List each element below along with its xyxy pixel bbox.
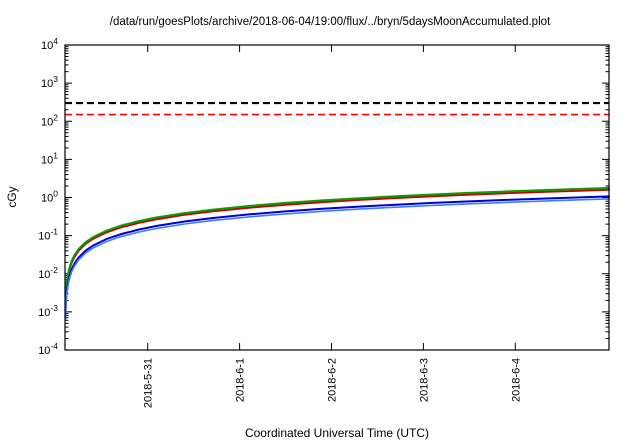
- data-series: [64, 187, 610, 322]
- y-tick-label: 103: [41, 74, 58, 90]
- y-tick-label: 10-2: [38, 265, 58, 281]
- y-tick-label: 10-4: [38, 341, 58, 357]
- threshold-lines: [65, 101, 609, 116]
- x-tick-label: 2018-5-31: [143, 358, 155, 408]
- y-tick-label: 104: [41, 36, 58, 52]
- x-tick-label: 2018-6-3: [418, 358, 430, 402]
- green-accumulated-dose: [64, 187, 610, 310]
- blue-accumulated-dose-upper: [64, 195, 610, 319]
- plot-border: [64, 44, 610, 351]
- blue-accumulated-dose-lower: [64, 198, 610, 322]
- x-tick-label: 2018-6-4: [510, 358, 522, 402]
- y-axis-label: cGy: [5, 186, 19, 208]
- y-tick-label: 10-3: [38, 303, 58, 319]
- y-tick-label: 100: [41, 189, 58, 205]
- y-tick-label: 102: [41, 112, 58, 128]
- y-tick-label: 101: [41, 150, 58, 166]
- x-axis-label: Coordinated Universal Time (UTC): [244, 426, 430, 440]
- x-tick-label: 2018-6-1: [235, 358, 247, 402]
- axes: 104 103 102 101 100 10-1 10-2 10-3 10-4 2018-5-31…: [38, 36, 609, 408]
- chart-title: /data/run/goesPlots/archive/2018-06-04/1…: [109, 16, 551, 28]
- x-tick-label: 2018-6-2: [326, 358, 338, 402]
- y-tick-label: 10-1: [38, 227, 58, 243]
